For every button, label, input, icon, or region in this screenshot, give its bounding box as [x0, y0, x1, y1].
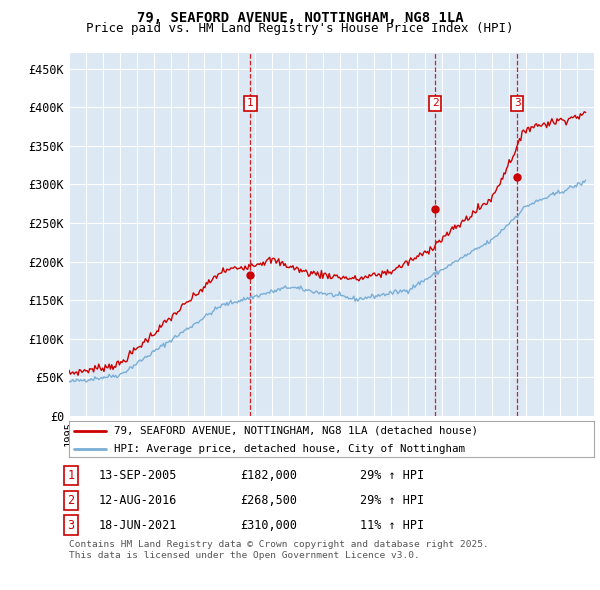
Text: 12-AUG-2016: 12-AUG-2016 — [99, 494, 178, 507]
Text: 11% ↑ HPI: 11% ↑ HPI — [360, 519, 424, 532]
Text: Price paid vs. HM Land Registry's House Price Index (HPI): Price paid vs. HM Land Registry's House … — [86, 22, 514, 35]
Text: 13-SEP-2005: 13-SEP-2005 — [99, 469, 178, 482]
Text: 1: 1 — [247, 99, 254, 109]
Text: 29% ↑ HPI: 29% ↑ HPI — [360, 494, 424, 507]
Text: 79, SEAFORD AVENUE, NOTTINGHAM, NG8 1LA (detached house): 79, SEAFORD AVENUE, NOTTINGHAM, NG8 1LA … — [113, 426, 478, 436]
Text: 18-JUN-2021: 18-JUN-2021 — [99, 519, 178, 532]
Text: £268,500: £268,500 — [240, 494, 297, 507]
Text: 29% ↑ HPI: 29% ↑ HPI — [360, 469, 424, 482]
Text: £182,000: £182,000 — [240, 469, 297, 482]
Text: 2: 2 — [67, 494, 74, 507]
Text: Contains HM Land Registry data © Crown copyright and database right 2025.
This d: Contains HM Land Registry data © Crown c… — [69, 540, 489, 560]
Text: 79, SEAFORD AVENUE, NOTTINGHAM, NG8 1LA: 79, SEAFORD AVENUE, NOTTINGHAM, NG8 1LA — [137, 11, 463, 25]
Text: 3: 3 — [67, 519, 74, 532]
Text: £310,000: £310,000 — [240, 519, 297, 532]
Text: 2: 2 — [432, 99, 439, 109]
Text: 3: 3 — [514, 99, 520, 109]
Text: 1: 1 — [67, 469, 74, 482]
Text: HPI: Average price, detached house, City of Nottingham: HPI: Average price, detached house, City… — [113, 444, 464, 454]
